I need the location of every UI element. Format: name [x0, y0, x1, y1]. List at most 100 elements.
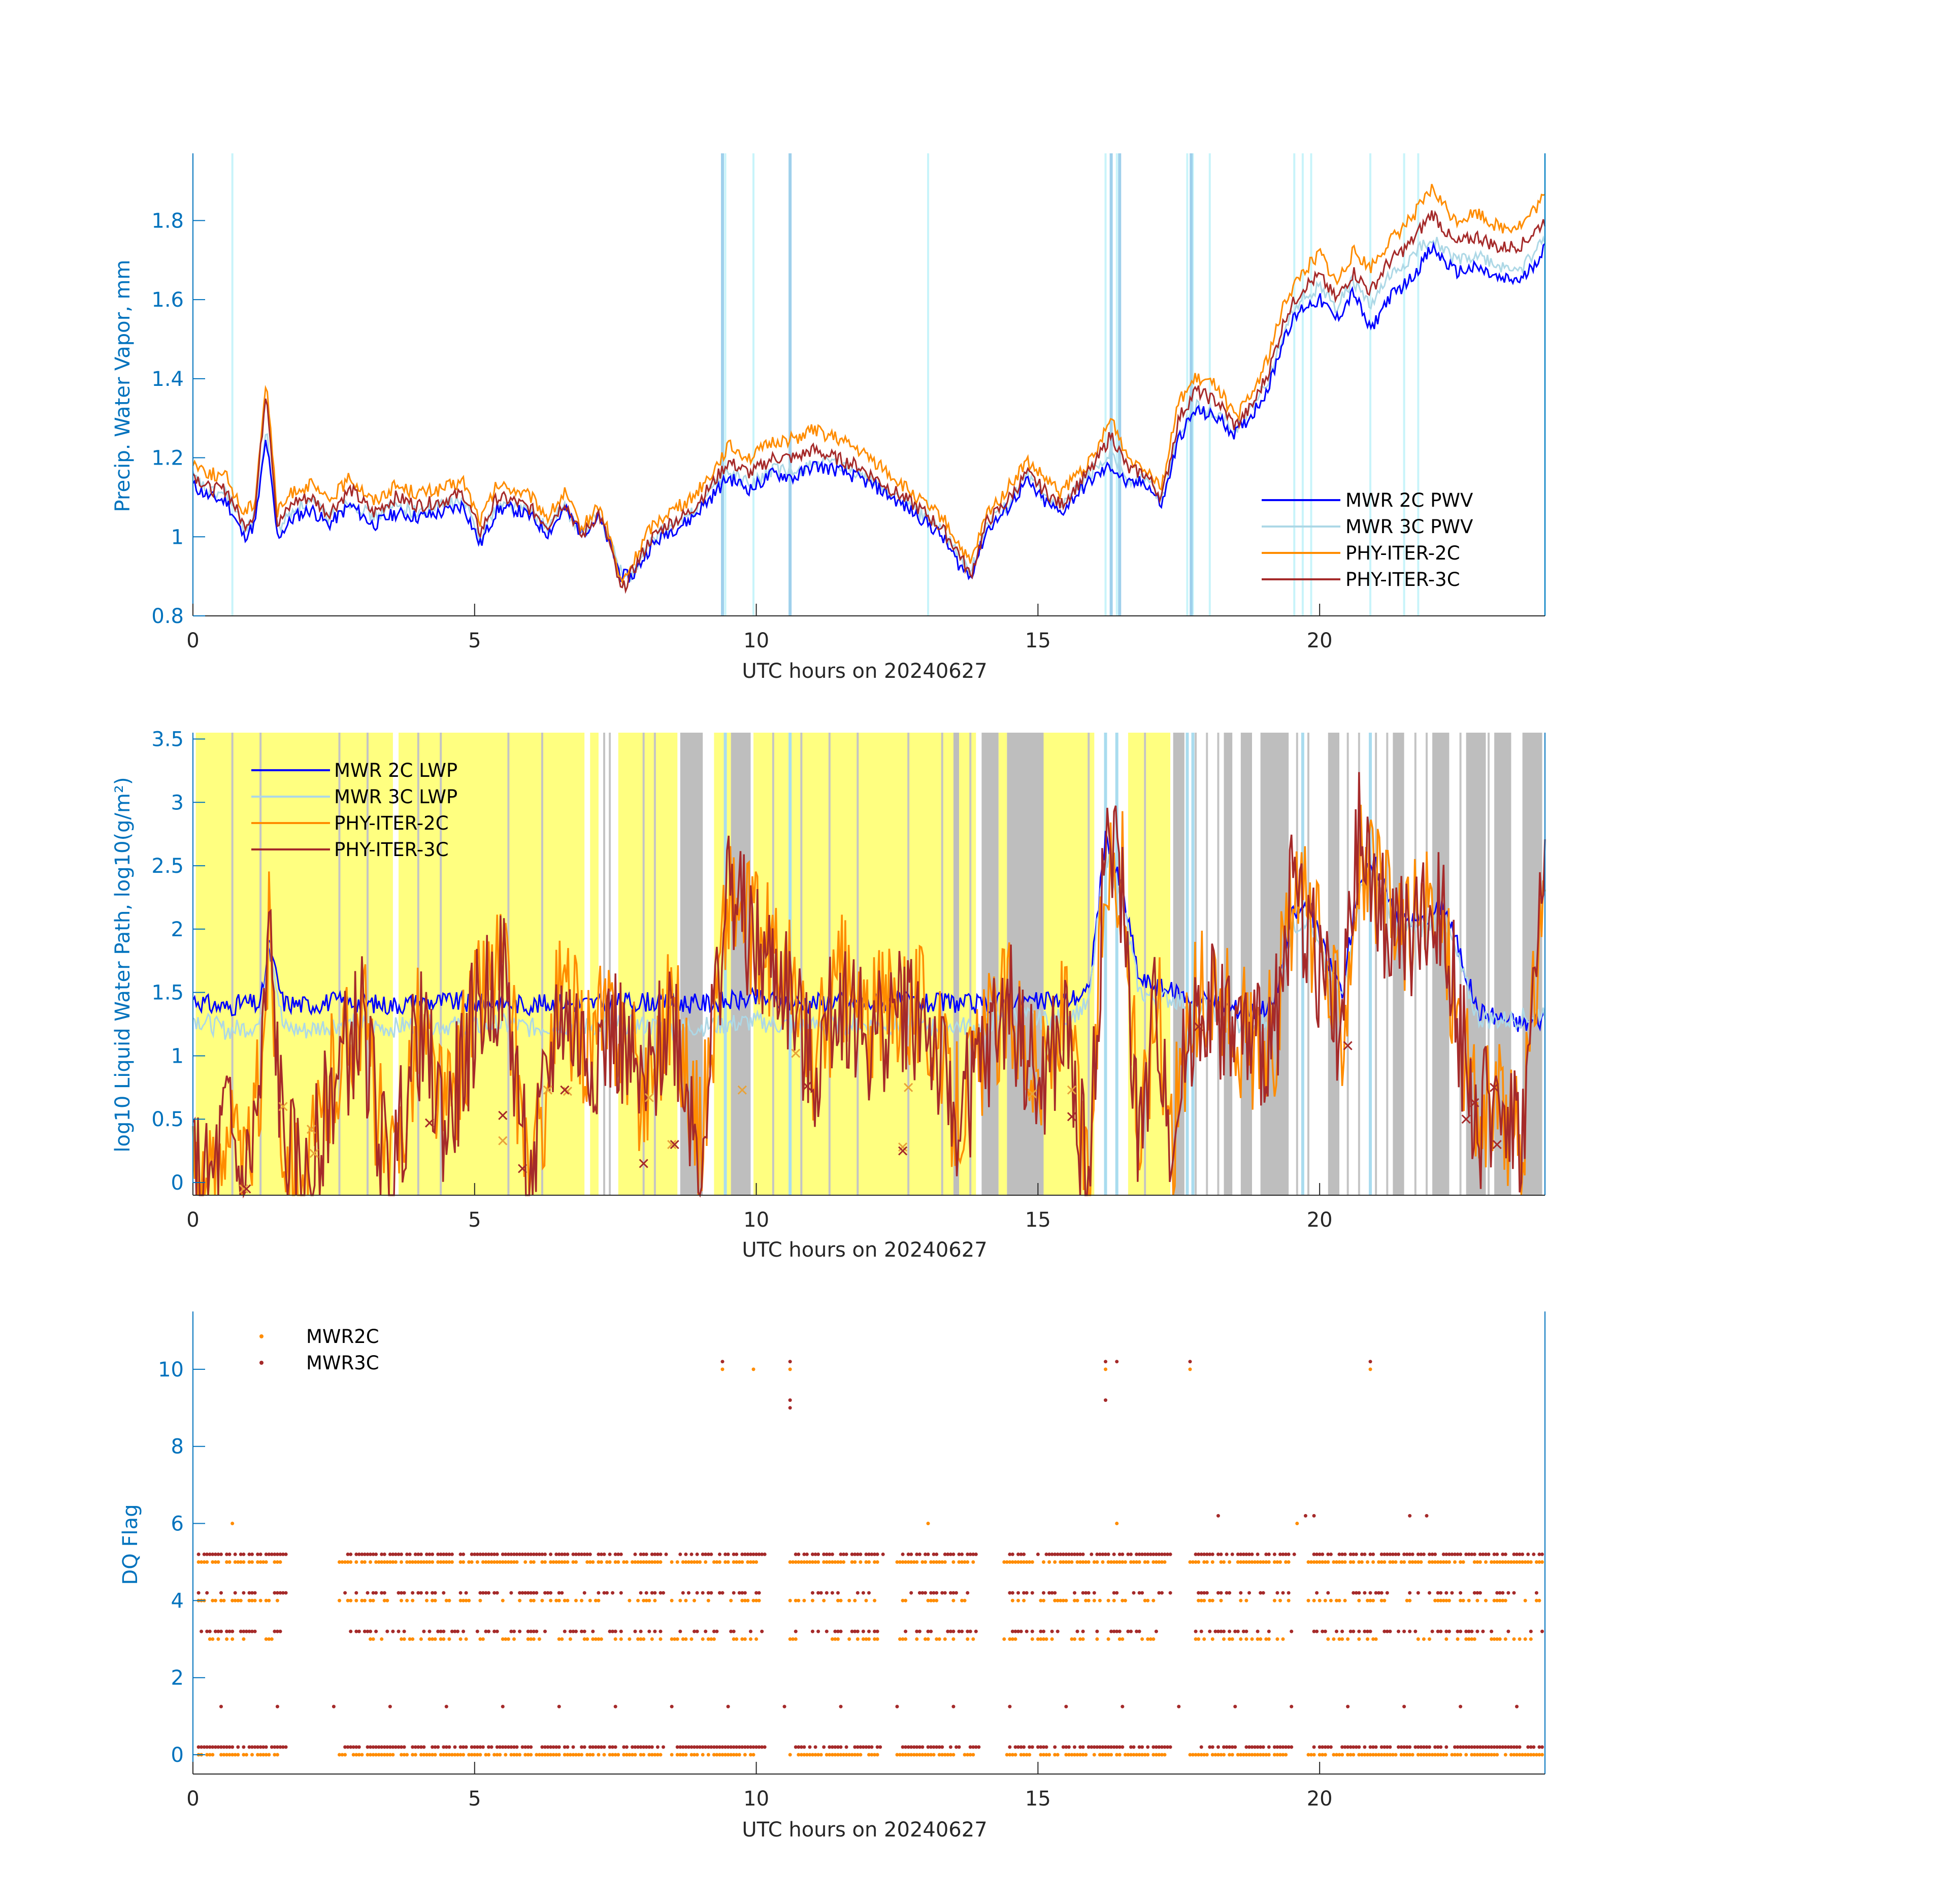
dq-point-mwr2c [554, 1598, 558, 1602]
dq-point-mwr2c [492, 1753, 497, 1757]
lwp-gray-line [857, 733, 859, 1195]
dq-point-mwr3c [239, 1552, 243, 1556]
dq-point-mwr3c [563, 1629, 567, 1633]
dq-point-mwr2c [1366, 1753, 1369, 1757]
dq-point-mwr2c [537, 1637, 541, 1641]
x-tick-label: 20 [1307, 1208, 1333, 1232]
dq-point-mwr3c [1137, 1629, 1141, 1633]
lwp-gray-line [417, 733, 419, 1195]
dq-point-mwr3c [1374, 1591, 1378, 1595]
dq-point-mwr3c [1019, 1745, 1023, 1749]
dq-point-mwr3c [588, 1552, 592, 1556]
dq-point-mwr3c [1416, 1745, 1420, 1749]
dq-point-mwr2c [1484, 1598, 1488, 1602]
dq-point-mwr2c-extra [926, 1522, 930, 1526]
dq-point-mwr3c [1259, 1745, 1263, 1749]
legend-label-mwr-2c-lwp: MWR 2C LWP [334, 760, 457, 781]
dq-point-mwr2c [935, 1637, 939, 1641]
dq-point-mwr3c [1115, 1745, 1119, 1749]
dq-point-mwr3c [873, 1552, 877, 1556]
lwp-marker-3c [898, 1146, 908, 1156]
dq-point-mwr3c [1354, 1591, 1358, 1595]
dq-point-mwr2c [1239, 1637, 1243, 1641]
dq-point-mwr2c [566, 1753, 570, 1757]
dq-point-mwr2c [1422, 1637, 1426, 1641]
dq-point-mwr3c [1416, 1591, 1420, 1595]
dq-point-mwr2c [1259, 1560, 1263, 1564]
pwv-flag-band-strong [1190, 153, 1193, 616]
dq-point-mwr3c [1323, 1745, 1327, 1749]
lwp-y-axis-label: log10 Liquid Water Path, log10(g/m²) [111, 777, 135, 1152]
dq-point-mwr3c [653, 1591, 657, 1595]
dq-point-mwr3c [1092, 1745, 1096, 1749]
dq-point-mwr2c [1095, 1637, 1099, 1641]
dq-point-mwr3c [1287, 1745, 1291, 1749]
dq-point-mwr2c [1132, 1560, 1136, 1564]
lwp-gray-line [1206, 733, 1208, 1195]
dq-point-mwr3c [1450, 1591, 1454, 1595]
dq-point-mwr3c [244, 1629, 248, 1633]
legend-label-phy-iter-2c: PHY-ITER-2C [1345, 542, 1460, 564]
dq-point-mwr2c [400, 1598, 403, 1602]
dq-point-mwr2c [929, 1560, 933, 1564]
dq-point-mwr3c [684, 1552, 688, 1556]
dq-point-mwr2c [932, 1753, 936, 1757]
dq-point-mwr3c [270, 1745, 274, 1749]
dq-point-mwr2c [1160, 1560, 1164, 1564]
dq-point-mwr3c [518, 1552, 522, 1556]
dq-point-mwr2c [1267, 1753, 1271, 1757]
dq-point-mwr3c [611, 1745, 615, 1749]
dq-point-mwr3c [1512, 1591, 1516, 1595]
dq-point-mwr2c [732, 1753, 736, 1757]
dq-point-mwr2c [963, 1560, 967, 1564]
dq-point-mwr3c [532, 1591, 536, 1595]
dq-point-mwr2c [1202, 1598, 1206, 1602]
dq-point-mwr2c [1532, 1753, 1536, 1757]
dq-point-mwr2c [1013, 1637, 1017, 1641]
dq-point-mwr2c [830, 1560, 834, 1564]
dq-point-mwr2c [737, 1753, 741, 1757]
dq-point-mwr3c [1121, 1552, 1125, 1556]
dq-point-mwr2c [957, 1560, 961, 1564]
dq-point-mwr3c [1374, 1745, 1378, 1749]
dq-point-mwr2c [1210, 1753, 1214, 1757]
dq-point-mwr2c [1383, 1753, 1387, 1757]
dq-point-mwr3c [867, 1591, 871, 1595]
dq-point-mwr2c [236, 1560, 240, 1564]
dq-point-mwr3c [712, 1745, 716, 1749]
dq-point-mwr2c [867, 1560, 871, 1564]
dq-point-mwr3c [1540, 1629, 1544, 1633]
pwv-flag-band-strong [788, 153, 792, 616]
dq-point-mwr3c [363, 1629, 367, 1633]
dq-point-mwr2c [1428, 1753, 1431, 1757]
dq-point-mwr2c [1430, 1560, 1434, 1564]
dq-point-mwr2c [388, 1753, 392, 1757]
dq-point-mwr2c [943, 1637, 947, 1641]
dq-point-mwr2c [1422, 1753, 1426, 1757]
dq-point-mwr3c [1484, 1552, 1488, 1556]
dq-point-mwr2c [861, 1637, 865, 1641]
dq-point-mwr3c [1115, 1629, 1119, 1633]
pwv-flag-band [752, 153, 755, 616]
dq-point-mwr2c [1523, 1637, 1527, 1641]
dq-point-mwr2c [904, 1753, 908, 1757]
dq-point-mwr3c [1436, 1591, 1440, 1595]
dq-point-mwr3c [478, 1745, 482, 1749]
dq-point-mwr2c [484, 1560, 488, 1564]
dq-point-mwr2c [1010, 1598, 1014, 1602]
dq-point-mwr2c [1357, 1637, 1361, 1641]
dq-point-mwr3c [1112, 1745, 1116, 1749]
dq-point-mwr2c [1140, 1637, 1144, 1641]
dq-point-mwr3c [425, 1552, 429, 1556]
dq-point-mwr2c [693, 1598, 696, 1602]
dq-point-mwr2c [1529, 1637, 1533, 1641]
dq-point-mwr2c [369, 1637, 372, 1641]
dq-point-mwr2c [225, 1560, 229, 1564]
dq-point-mwr2c [1428, 1560, 1431, 1564]
dq-point-mwr3c [920, 1591, 925, 1595]
dq-point-mwr2c [847, 1753, 851, 1757]
dq-point-mwr3c [498, 1745, 502, 1749]
dq-flag-points [196, 1360, 1544, 1757]
dq-point-mwr3c [1241, 1629, 1245, 1633]
dq-point-mwr2c [839, 1753, 843, 1757]
